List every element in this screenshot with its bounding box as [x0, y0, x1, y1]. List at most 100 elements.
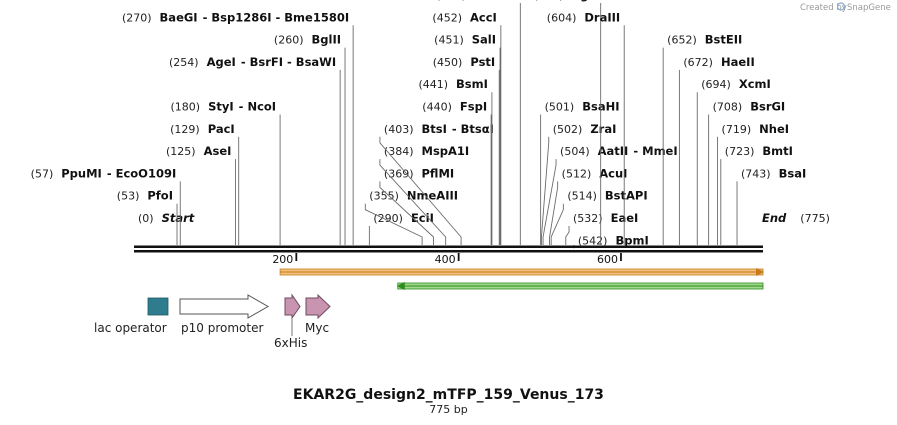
- site-agei[interactable]: (254) AgeI - BsrFI - BsaWI: [169, 55, 341, 245]
- site-line: [550, 203, 564, 245]
- site-baegi[interactable]: (270) BaeGI - Bsp1286I - Bme1580I: [122, 10, 354, 245]
- site-label: (532) EaeI: [573, 211, 638, 225]
- site-name: BamHI: [474, 0, 516, 2]
- site-acui[interactable]: (512) AcuI: [549, 166, 628, 245]
- site-name: PstI: [470, 55, 495, 69]
- site-aatii[interactable]: (504) AatII - MmeI: [542, 144, 678, 245]
- site-position: (532): [573, 212, 603, 225]
- site-bamhi[interactable]: (476) BamHI: [436, 0, 521, 245]
- site-name: StyI: [208, 100, 234, 114]
- site-asei[interactable]: (125) AseI: [166, 144, 236, 245]
- site-position: (270): [122, 11, 152, 24]
- site-draiii[interactable]: (604) DraIII: [547, 10, 625, 245]
- site-name: HaeII: [721, 55, 755, 69]
- site-bmti[interactable]: (723) BmtI: [720, 144, 793, 245]
- site-label: (440) FspI: [422, 100, 487, 114]
- site-psti[interactable]: (450) PstI: [433, 55, 500, 245]
- site-styi[interactable]: (180) StyI - NcoI: [171, 100, 281, 246]
- site-position: (290): [373, 212, 403, 225]
- site-label: (694) XcmI: [701, 77, 771, 91]
- site-label: (502) ZraI: [553, 122, 617, 136]
- site-extra-names: - Bsp1286I - Bme1580I: [203, 10, 350, 24]
- site-name: AcuI: [599, 166, 627, 180]
- site-name: BmtI: [762, 144, 793, 158]
- site-name: BaeGI: [160, 10, 198, 24]
- site-label: (355) NmeAIII: [369, 189, 458, 203]
- site-position: (450): [433, 56, 463, 69]
- feature-lac-operator[interactable]: lac operator: [94, 297, 169, 335]
- site-position: (743): [741, 167, 771, 180]
- site-line: [379, 181, 434, 245]
- site-name: BsmI: [456, 77, 488, 91]
- site-position: (355): [369, 190, 399, 203]
- site-nhei[interactable]: (719) NheI: [717, 122, 789, 245]
- site-name: PpuMI: [61, 166, 102, 180]
- restriction-sites: (0) Start (53) PfoI (57) PpuMI - EcoO109I (125)…: [31, 0, 830, 249]
- site-bsteii[interactable]: (652) BstEII: [662, 33, 742, 245]
- site-name: BsrGI: [750, 100, 785, 114]
- site-name: Start: [162, 211, 195, 225]
- site-bsmi[interactable]: (441) BsmI: [418, 77, 493, 245]
- site-name: End: [762, 211, 787, 225]
- site-extra-names: - MmeI: [633, 144, 677, 158]
- site-sali[interactable]: (451) SalI: [434, 33, 501, 245]
- site-position: (129): [170, 123, 200, 136]
- site-position: (575): [534, 0, 564, 2]
- site-position: (254): [169, 56, 199, 69]
- orf-tracks: [279, 268, 764, 290]
- site-fspi[interactable]: (440) FspI: [422, 100, 492, 246]
- site-pfoi[interactable]: (53) PfoI: [117, 189, 178, 245]
- site-position: (384): [384, 145, 414, 158]
- site-bglii[interactable]: (260) BglII: [274, 33, 346, 245]
- site-paci[interactable]: (129) PacI: [170, 122, 240, 245]
- site-bgli[interactable]: (575) BglI: [534, 0, 602, 245]
- site-label: (129) PacI: [170, 122, 235, 136]
- site-position: (451): [434, 34, 464, 47]
- feature-p10-promoter[interactable]: p10 promoter: [179, 294, 270, 335]
- site-btsi[interactable]: (403) BtsI - BtsαI: [379, 122, 494, 245]
- site-position: (514): [567, 190, 597, 203]
- site-xcmi[interactable]: (694) XcmI: [696, 77, 771, 245]
- site-bsai[interactable]: (743) BsaI: [736, 166, 807, 245]
- site-nmeaiii[interactable]: (355) NmeAIII: [364, 189, 458, 245]
- site-mspa1i[interactable]: (384) MspA1I: [379, 144, 469, 245]
- tick-label: 200: [272, 253, 293, 266]
- site-position: (719): [722, 123, 752, 136]
- site-end[interactable]: End (775): [762, 211, 830, 225]
- site-acci[interactable]: (452) AccI: [432, 10, 502, 245]
- arrow-right-icon: [756, 268, 764, 276]
- orf-forward[interactable]: [279, 268, 764, 276]
- site-name: PflMI: [422, 166, 455, 180]
- site-bstapi[interactable]: (514) BstAPI: [550, 189, 648, 245]
- orf-reverse[interactable]: [396, 282, 764, 290]
- site-start[interactable]: (0) Start: [138, 211, 195, 225]
- site-line: [379, 159, 447, 245]
- 6xhis-arrow: [284, 293, 301, 320]
- site-position: (512): [562, 167, 592, 180]
- site-name: DraIII: [584, 10, 620, 24]
- site-line: [364, 203, 423, 245]
- site-position: (672): [683, 56, 713, 69]
- feature-myc[interactable]: Myc: [305, 293, 331, 335]
- site-name: NheI: [759, 122, 789, 136]
- site-zrai[interactable]: (502) ZraI: [540, 122, 617, 245]
- site-label: (719) NheI: [722, 122, 789, 136]
- site-position: (542): [578, 234, 608, 247]
- backbone-bottom-strand: [134, 250, 763, 253]
- site-position: (694): [701, 78, 731, 91]
- site-label: (384) MspA1I: [384, 144, 469, 158]
- site-position: (775): [800, 212, 830, 225]
- site-ppumi[interactable]: (57) PpuMI - EcoO109I: [31, 166, 181, 245]
- site-name: BsaI: [779, 166, 807, 180]
- site-position: (708): [713, 101, 743, 114]
- site-label: (575) BglI: [534, 0, 597, 2]
- site-label: (504) AatII - MmeI: [560, 144, 678, 158]
- site-bsrgi[interactable]: (708) BsrGI: [708, 100, 786, 246]
- site-extra-names: - BtsαI: [452, 122, 494, 136]
- site-name: SalI: [472, 33, 496, 47]
- tick-label: 600: [597, 253, 618, 266]
- site-label: (125) AseI: [166, 144, 231, 158]
- site-line: [540, 136, 550, 245]
- site-haeii[interactable]: (672) HaeII: [678, 55, 755, 245]
- feature-6xhis[interactable]: 6xHis: [274, 293, 307, 350]
